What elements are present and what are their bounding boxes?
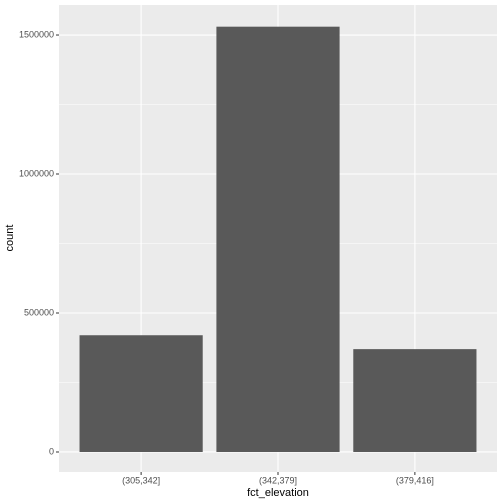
- y-tick-label: 1000000: [19, 168, 54, 178]
- bar: [353, 349, 477, 452]
- y-tick-label: 0: [49, 446, 54, 456]
- y-tick-label: 500000: [24, 307, 54, 317]
- x-tick-label: (305,342]: [122, 475, 160, 485]
- y-tick-label: 1500000: [19, 29, 54, 39]
- bar: [79, 335, 203, 452]
- bar: [216, 26, 340, 452]
- x-axis-title: fct_elevation: [247, 487, 309, 499]
- x-tick-label: (379,416]: [396, 475, 434, 485]
- bars: [79, 26, 477, 452]
- y-axis-title: count: [4, 225, 16, 252]
- x-tick-label: (342,379]: [259, 475, 297, 485]
